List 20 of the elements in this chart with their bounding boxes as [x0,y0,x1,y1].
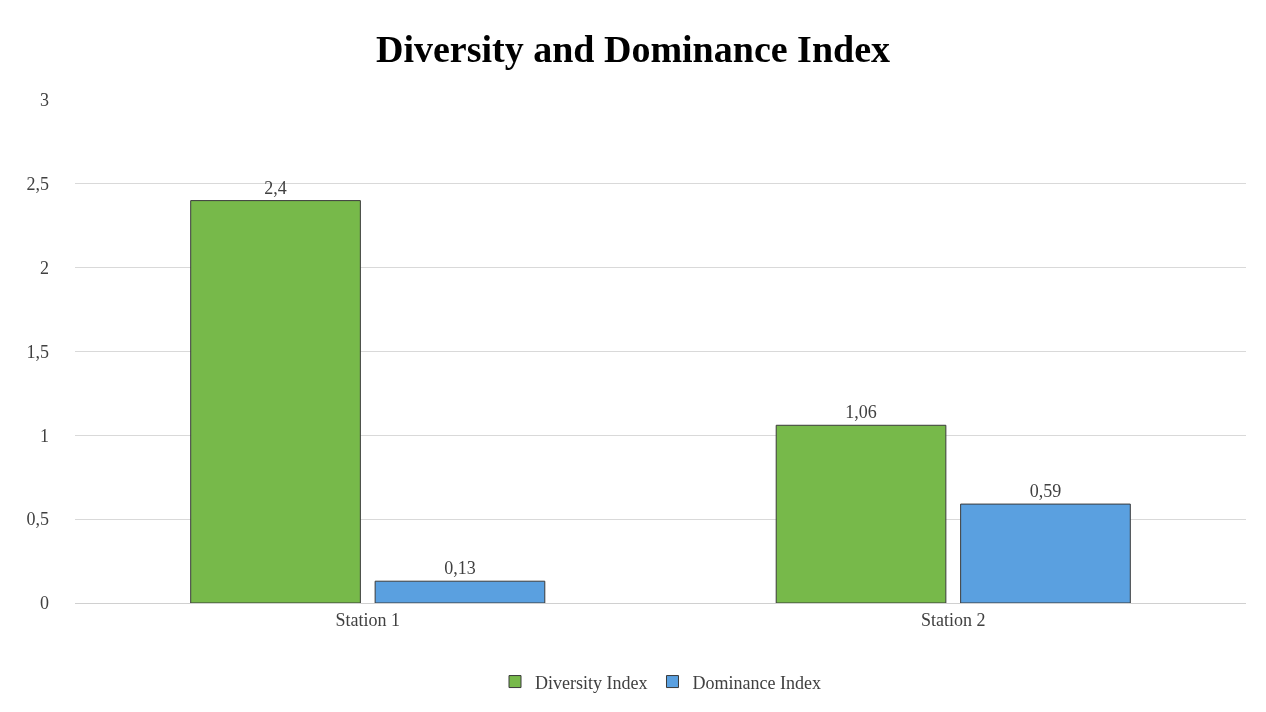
y-tick-label: 0 [40,593,49,614]
chart-title: Diversity and Dominance Index [375,28,891,71]
data-label: 0,59 [1029,481,1062,502]
data-label: 1,06 [845,402,877,423]
bar [190,200,361,603]
y-tick-label: 0,5 [26,509,49,530]
y-tick-label: 2 [40,257,49,278]
y-tick-label: 3 [40,90,49,111]
x-tick-label: Station 1 [335,609,401,630]
bar [960,503,1131,603]
bar [374,580,546,603]
bar [775,424,947,603]
y-tick-label: 1,5 [26,341,49,362]
legend-label: Diversity Index [535,672,648,693]
legend-label: Dominance Index [692,672,821,693]
data-label: 2,4 [264,177,287,198]
y-tick-label: 2,5 [26,174,49,195]
y-tick-label: 1 [40,425,49,446]
x-tick-label: Station 2 [920,609,986,630]
data-label: 0,13 [444,558,476,579]
